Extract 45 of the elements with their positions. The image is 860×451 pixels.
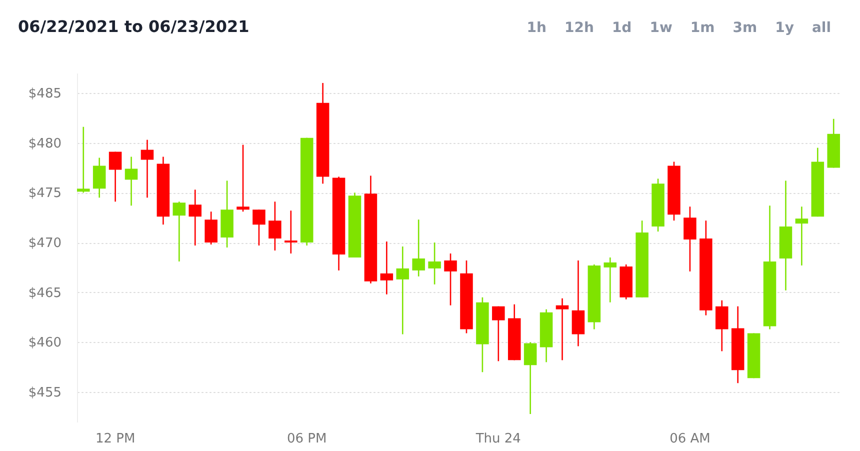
x-tick-label: Thu 24 <box>474 432 521 446</box>
candlestick <box>492 306 505 362</box>
y-tick-label: $460 <box>28 336 62 351</box>
x-tick-label: 06 AM <box>670 432 710 446</box>
y-tick-label: $480 <box>28 136 62 152</box>
candlestick <box>140 139 154 198</box>
text: 3m <box>732 19 758 38</box>
candlestick <box>604 256 617 303</box>
candlestick <box>252 208 266 246</box>
candlestick <box>524 342 537 415</box>
x-tick-label: 06 PM <box>286 432 327 446</box>
candlestick <box>236 144 250 212</box>
candlestick <box>412 218 425 278</box>
candlestick <box>172 200 186 262</box>
candlestick <box>715 300 728 352</box>
candlestick <box>124 156 138 206</box>
candlestick <box>268 200 282 252</box>
x-tick-label: 12 PM <box>95 432 136 446</box>
candlestick <box>77 126 90 194</box>
text: 1m <box>689 19 716 38</box>
y-tick-label: $455 <box>28 386 62 401</box>
candlestick <box>556 298 569 361</box>
text: 1h <box>526 19 548 38</box>
text: 1d <box>610 19 633 38</box>
candlestick <box>396 246 410 335</box>
candlestick <box>284 210 298 254</box>
y-tick-label: $475 <box>28 186 62 202</box>
text: all <box>810 19 832 38</box>
text: 1y <box>774 19 795 38</box>
candlestick <box>572 260 585 347</box>
text: 12h <box>563 19 595 38</box>
candlestick <box>795 206 808 266</box>
candlestick <box>188 189 202 246</box>
text: 1w <box>648 19 674 38</box>
candlestick <box>380 240 394 296</box>
candlestick <box>684 206 696 272</box>
candlestick <box>108 151 122 202</box>
chart-title: 06/22/2021 to 06/23/2021 <box>18 17 250 36</box>
candlestick <box>204 210 218 246</box>
candlestick <box>92 157 106 198</box>
y-tick-label: $465 <box>28 286 62 301</box>
candlestick <box>444 252 457 306</box>
y-tick-label: $470 <box>28 236 62 252</box>
y-tick-label: $485 <box>28 86 62 102</box>
candlestick <box>428 242 441 286</box>
